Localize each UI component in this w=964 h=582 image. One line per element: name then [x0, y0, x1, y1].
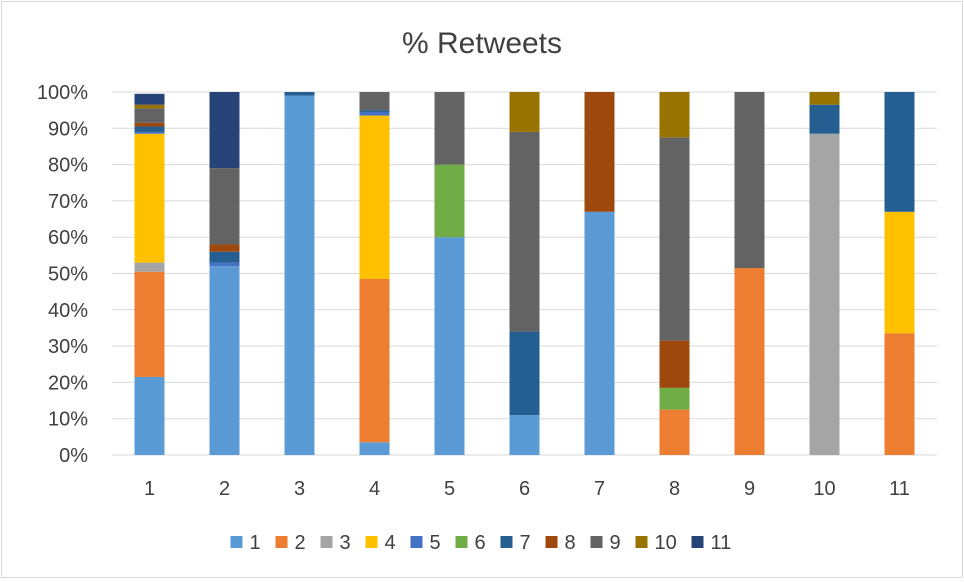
- legend-label-2: 2: [295, 532, 306, 554]
- x-tick-label: 11: [889, 478, 910, 500]
- bar-segment-cat-2-series-1: [209, 266, 240, 455]
- bar-segment-cat-1-series-3: [134, 262, 165, 272]
- legend-swatch-3: [320, 536, 333, 548]
- legend-label-9: 9: [610, 532, 621, 554]
- legend-swatch-10: [635, 536, 648, 548]
- bar-segment-cat-10-series-7: [809, 104, 840, 134]
- x-axis: 1 2 3 4 5 6 7 8 9 10 11: [144, 478, 910, 500]
- bar-segment-cat-4-series-2: [359, 278, 390, 443]
- legend-swatch-6: [455, 536, 468, 548]
- legend-label-10: 10: [655, 532, 677, 554]
- bar-segment-cat-1-series-4: [134, 133, 165, 263]
- x-tick-label: 1: [144, 478, 155, 500]
- bar-segment-cat-1-series-8: [134, 122, 165, 127]
- y-axis-ticks: 0% 10% 20% 30% 40% 50% 60% 70% 80% 90% 100%: [37, 82, 88, 467]
- bar-segment-cat-4-series-4: [359, 115, 390, 279]
- bar-segment-cat-6-series-1: [509, 415, 540, 455]
- bar-segment-cat-5-series-6: [434, 164, 465, 238]
- bar-segment-cat-4-series-7: [359, 110, 390, 112]
- x-tick-label: 2: [219, 478, 230, 500]
- y-tick-label: 0%: [59, 445, 88, 467]
- bar-segment-cat-1-series-11: [134, 93, 165, 105]
- legend: 1 2 3 4 5 6 7 8 9 10 11: [230, 532, 732, 554]
- legend-swatch-9: [590, 536, 603, 548]
- bar-segment-cat-3-series-1: [284, 95, 315, 455]
- legend-label-6: 6: [475, 532, 486, 554]
- bar-segment-cat-8-series-8: [659, 340, 690, 388]
- legend-swatch-11: [691, 536, 704, 548]
- bar-segment-cat-4-series-9: [359, 92, 390, 111]
- bar-segment-cat-8-series-10: [659, 92, 690, 138]
- bar-segment-cat-5-series-9: [434, 92, 465, 165]
- chart-title: % Retweets: [402, 27, 562, 60]
- bar-segment-cat-2-series-5: [209, 262, 240, 267]
- y-tick-label: 80%: [48, 155, 88, 177]
- legend-label-8: 8: [565, 532, 576, 554]
- legend-swatch-4: [365, 536, 378, 548]
- x-tick-label: 9: [744, 478, 755, 500]
- bar-segment-cat-7-series-8: [584, 92, 615, 212]
- bar-segment-cat-8-series-9: [659, 137, 690, 341]
- bar-segment-cat-10-series-3: [809, 133, 840, 455]
- bar-segment-cat-1-series-9: [134, 108, 165, 123]
- bar-segment-cat-2-series-8: [209, 244, 240, 252]
- bar-segment-cat-1-series-5: [134, 131, 165, 134]
- y-tick-label: 20%: [48, 372, 88, 394]
- legend-label-5: 5: [430, 532, 441, 554]
- bar-segment-cat-6-series-7: [509, 331, 540, 416]
- bar-segment-cat-10-series-10: [809, 92, 840, 105]
- legend-label-4: 4: [385, 532, 396, 554]
- bar-segment-cat-2-series-11: [209, 92, 240, 169]
- legend-swatch-8: [545, 536, 558, 548]
- legend-label-3: 3: [340, 532, 351, 554]
- bar-segment-cat-4-series-1: [359, 442, 390, 455]
- bar-segment-cat-4-series-5: [359, 111, 390, 116]
- legend-swatch-5: [410, 536, 423, 548]
- legend-label-1: 1: [250, 532, 261, 554]
- bar-segment-cat-6-series-9: [509, 131, 540, 332]
- bar-segment-cat-11-series-2: [884, 333, 915, 455]
- bar-segment-cat-1-series-7: [134, 126, 165, 132]
- x-tick-label: 6: [519, 478, 530, 500]
- x-tick-label: 10: [813, 478, 835, 500]
- bar-segment-cat-1-series-10: [134, 104, 165, 109]
- x-tick-label: 5: [444, 478, 455, 500]
- bar-segment-cat-11-series-7: [884, 92, 915, 212]
- legend-swatch-1: [230, 536, 243, 548]
- bar-segment-cat-2-series-7: [209, 251, 240, 263]
- y-tick-label: 90%: [48, 118, 88, 140]
- bar-segment-cat-7-series-1: [584, 211, 615, 455]
- bar-segment-cat-8-series-2: [659, 409, 690, 455]
- y-tick-label: 50%: [48, 264, 88, 286]
- bar-segment-cat-8-series-6: [659, 387, 690, 410]
- legend-swatch-2: [275, 536, 288, 548]
- bar-segment-cat-9-series-9: [734, 92, 765, 269]
- bar-segment-cat-3-series-7: [284, 92, 315, 96]
- bar-segment-cat-9-series-2: [734, 268, 765, 455]
- y-tick-label: 100%: [37, 82, 88, 104]
- x-tick-label: 3: [294, 478, 305, 500]
- y-tick-label: 60%: [48, 227, 88, 249]
- x-tick-label: 4: [369, 478, 380, 500]
- bar-segment-cat-2-series-9: [209, 168, 240, 245]
- bar-segment-cat-1-series-1: [134, 376, 165, 455]
- legend-swatch-7: [500, 536, 513, 548]
- bar-segment-cat-6-series-10: [509, 92, 540, 132]
- y-tick-label: 40%: [48, 300, 88, 322]
- bar-segment-cat-5-series-1: [434, 237, 465, 455]
- legend-label-11: 11: [711, 532, 732, 554]
- bar-segment-cat-11-series-4: [884, 211, 915, 334]
- x-tick-label: 7: [594, 478, 605, 500]
- y-tick-label: 70%: [48, 191, 88, 213]
- x-tick-label: 8: [669, 478, 680, 500]
- legend-label-7: 7: [520, 532, 531, 554]
- bar-segment-cat-1-series-2: [134, 271, 165, 377]
- y-tick-label: 10%: [48, 409, 88, 431]
- bars: [134, 92, 915, 455]
- y-tick-label: 30%: [48, 336, 88, 358]
